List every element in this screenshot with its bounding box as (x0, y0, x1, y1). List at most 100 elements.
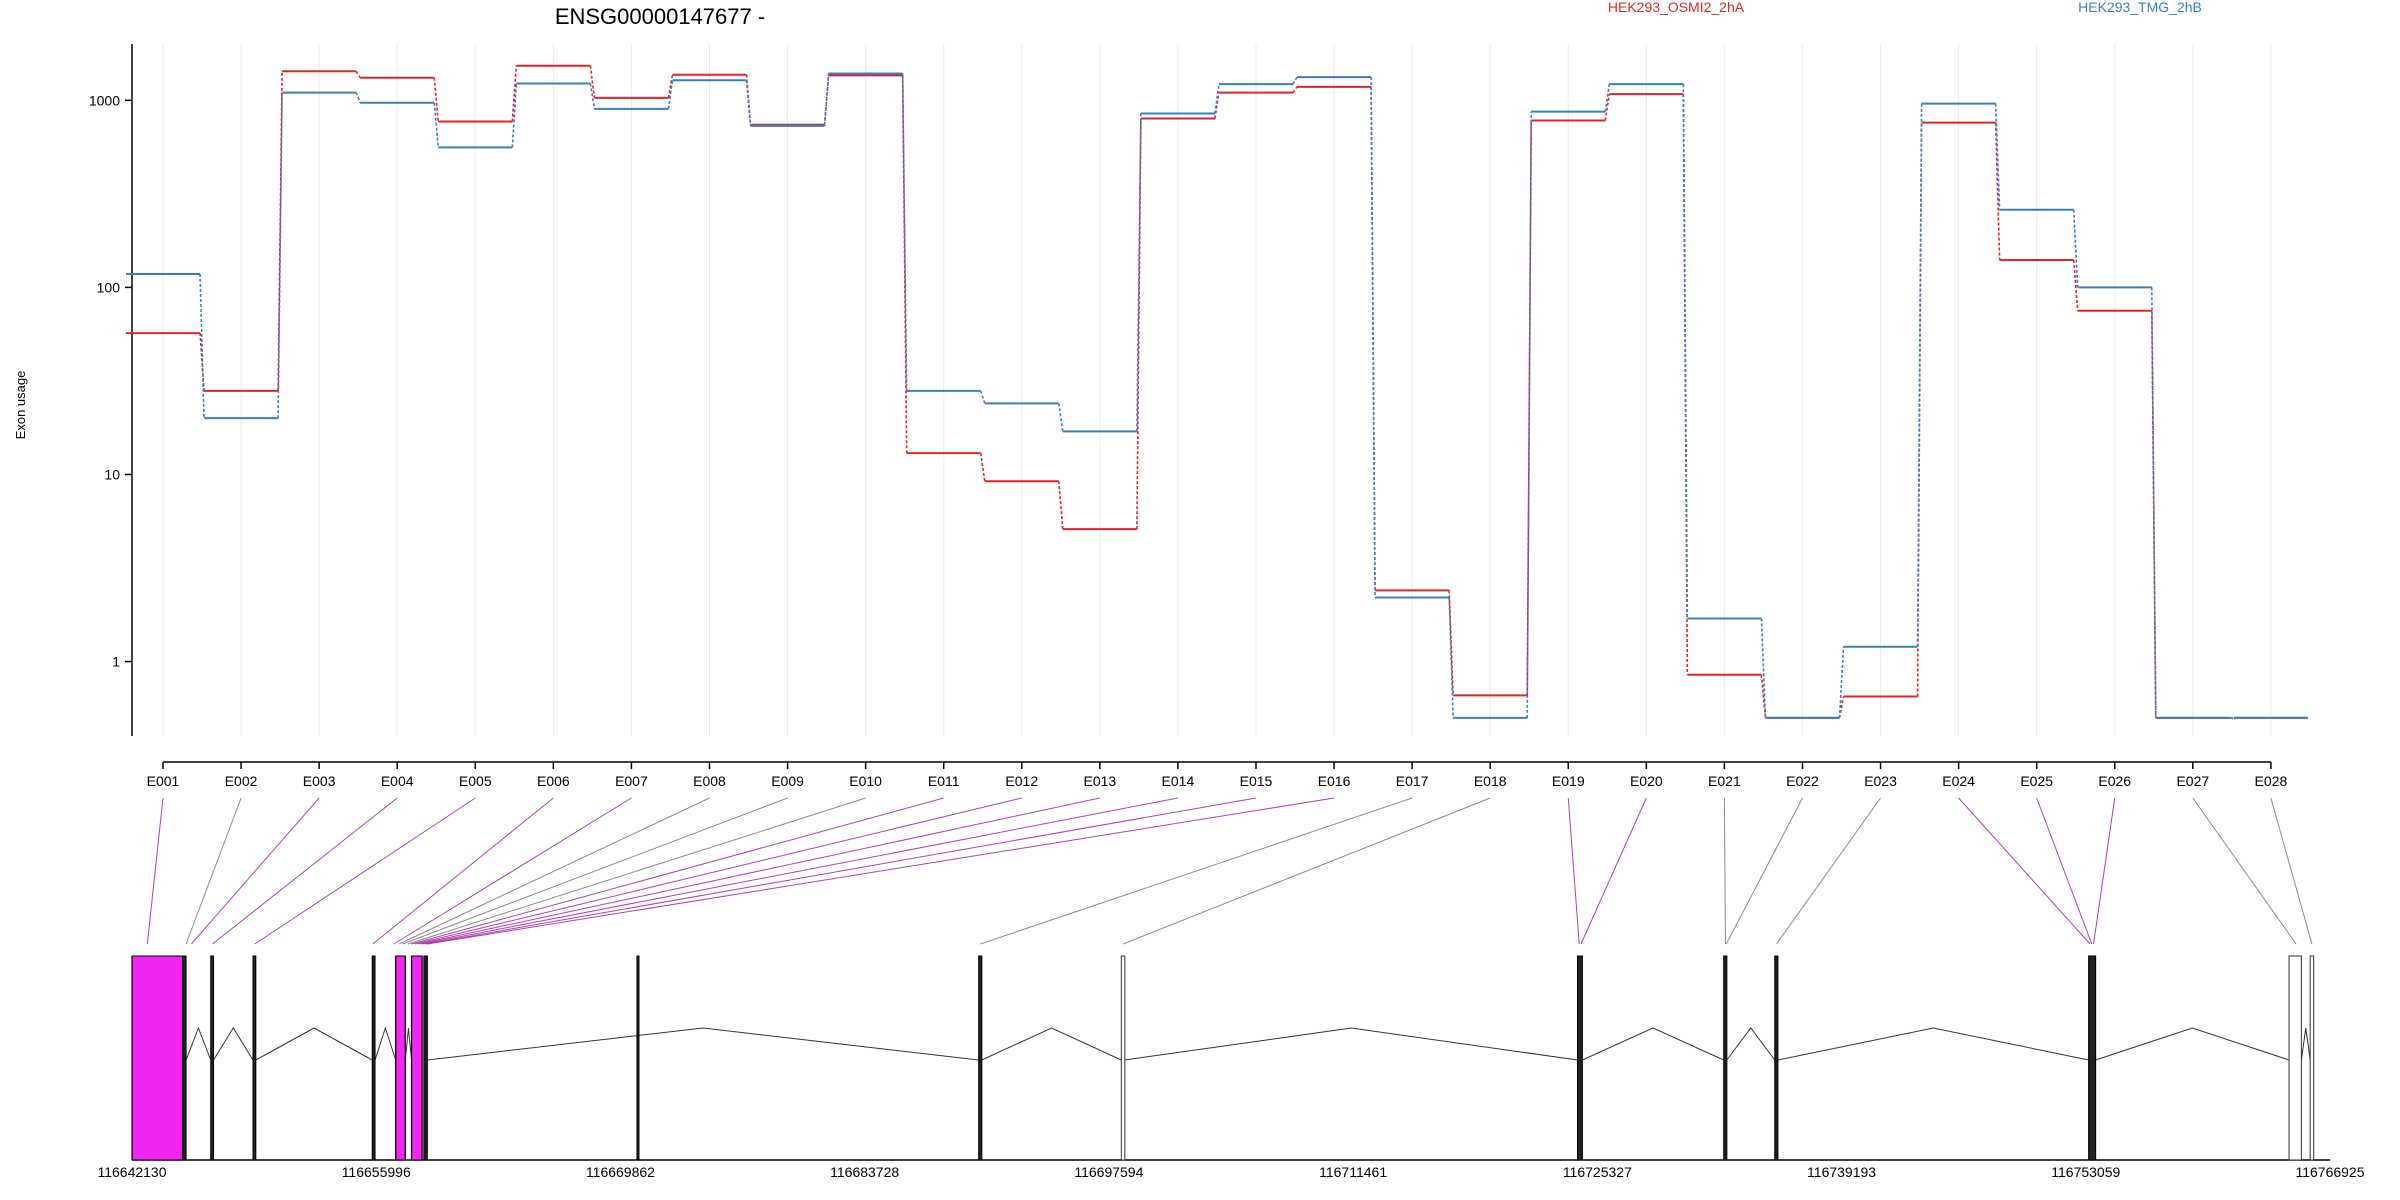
exon-link (1723, 797, 1726, 945)
y-axis: 1 10 100 1000 (89, 44, 133, 736)
series-connector (979, 453, 986, 482)
exon-block (423, 955, 428, 1161)
series-connector (667, 80, 674, 109)
grid (162, 44, 2272, 736)
series-connector (1370, 77, 1376, 598)
exon-block (1723, 955, 1728, 1161)
series-lines (125, 64, 2308, 719)
x-tick-label: E020 (1630, 773, 1663, 789)
series-connector (355, 92, 361, 104)
coordinate-tick-label: 116753059 (2051, 1164, 2120, 1180)
coordinate-tick-label: 116655996 (342, 1164, 411, 1180)
exon-link (190, 797, 320, 945)
exon-link (1958, 797, 2091, 945)
coordinate-tick-label: 116725327 (1563, 1164, 1632, 1180)
exon-block (978, 955, 983, 1161)
series-HEK293_TMG_2hB (125, 72, 2308, 719)
series-connector (1136, 113, 1142, 432)
series-connector (511, 65, 518, 122)
intron-connector (374, 1026, 397, 1061)
exon-link-lines (146, 797, 2313, 945)
exon-link (1122, 797, 1491, 945)
coordinate-tick-label: 116642130 (97, 1164, 166, 1180)
series-connector (1214, 84, 1220, 114)
y-tick-label: 10 (104, 466, 120, 482)
exon-block (131, 955, 184, 1161)
series-connector (1916, 103, 1923, 647)
exon-link (398, 797, 710, 945)
series-connector (1994, 122, 2001, 261)
x-tick-label: E013 (1083, 773, 1116, 789)
series-connector (511, 83, 518, 148)
x-tick-label: E017 (1396, 773, 1429, 789)
series-connector (979, 390, 986, 404)
exon-block (2288, 955, 2302, 1161)
intron-connector (213, 1027, 254, 1061)
series-connector (2072, 259, 2079, 311)
exon-link (421, 797, 1179, 945)
series-connector (1292, 86, 1298, 94)
exon-link (2270, 797, 2313, 945)
series-connector (277, 71, 283, 391)
intron-connector (255, 1027, 373, 1061)
intron-connector (427, 1027, 979, 1061)
series-connector (589, 83, 596, 110)
exon-link (212, 797, 398, 945)
y-tick-label: 1 (112, 654, 120, 670)
x-tick-label: E012 (1005, 773, 1038, 789)
series-connector (589, 65, 596, 99)
x-tick-label: E018 (1474, 773, 1507, 789)
coordinate-tick-label: 116683728 (830, 1164, 899, 1180)
exon-link (427, 797, 1335, 945)
x-axis: E001 E002 E003 E004 E005 E006 E007 E008 E009 E010… (147, 761, 2288, 789)
exon-link (254, 797, 476, 945)
exon-link (185, 797, 242, 945)
x-tick-label: E014 (1162, 773, 1195, 789)
series-connector (2150, 287, 2157, 718)
series-connector (355, 70, 361, 79)
intron-connector (2095, 1027, 2290, 1061)
series-connector (1058, 403, 1064, 432)
exon-link (407, 797, 866, 945)
coordinate-tick-label: 116711461 (1319, 1164, 1387, 1180)
legend-series-b: HEK293_TMG_2hB (2078, 0, 2202, 15)
series-connector (1604, 93, 1611, 121)
series-connector (1214, 92, 1220, 119)
series-connector (1058, 481, 1064, 530)
x-tick-label: E015 (1240, 773, 1273, 789)
exon-link (2192, 797, 2297, 945)
exon-link (425, 797, 1257, 945)
exon-link (1725, 797, 1803, 945)
x-tick-label: E004 (381, 773, 414, 789)
series-connector (1994, 103, 2001, 210)
gene-model (131, 955, 2330, 1161)
series-connector (667, 74, 674, 99)
exon-link (411, 797, 944, 945)
coordinate-tick-label: 116766925 (2295, 1164, 2364, 1180)
series-connector (1760, 618, 1767, 718)
intron-connector (404, 1027, 413, 1061)
exon-block (182, 955, 187, 1161)
exon-block (2309, 955, 2315, 1161)
exon-block (411, 955, 423, 1161)
x-tick-label: E010 (849, 773, 882, 789)
x-tick-label: E027 (2176, 773, 2209, 789)
series-connector (433, 102, 440, 148)
x-tick-label: E008 (693, 773, 726, 789)
exon-link (146, 797, 164, 945)
y-axis-label: Exon usage (13, 371, 28, 440)
series-connector (2072, 209, 2079, 288)
exon-link (402, 797, 788, 945)
coordinate-tick-label: 116669862 (586, 1164, 655, 1180)
series-HEK293_OSMI2_2hA (125, 64, 2308, 719)
series-connector (823, 73, 830, 126)
exon-link (393, 797, 632, 945)
x-tick-label: E028 (2255, 773, 2288, 789)
x-tick-label: E025 (2020, 773, 2053, 789)
chart-title: ENSG00000147677 - (555, 4, 765, 29)
x-tick-label: E001 (147, 773, 180, 789)
exon-link (414, 797, 1022, 945)
exon-block (252, 955, 257, 1161)
exon-block (1120, 955, 1126, 1161)
